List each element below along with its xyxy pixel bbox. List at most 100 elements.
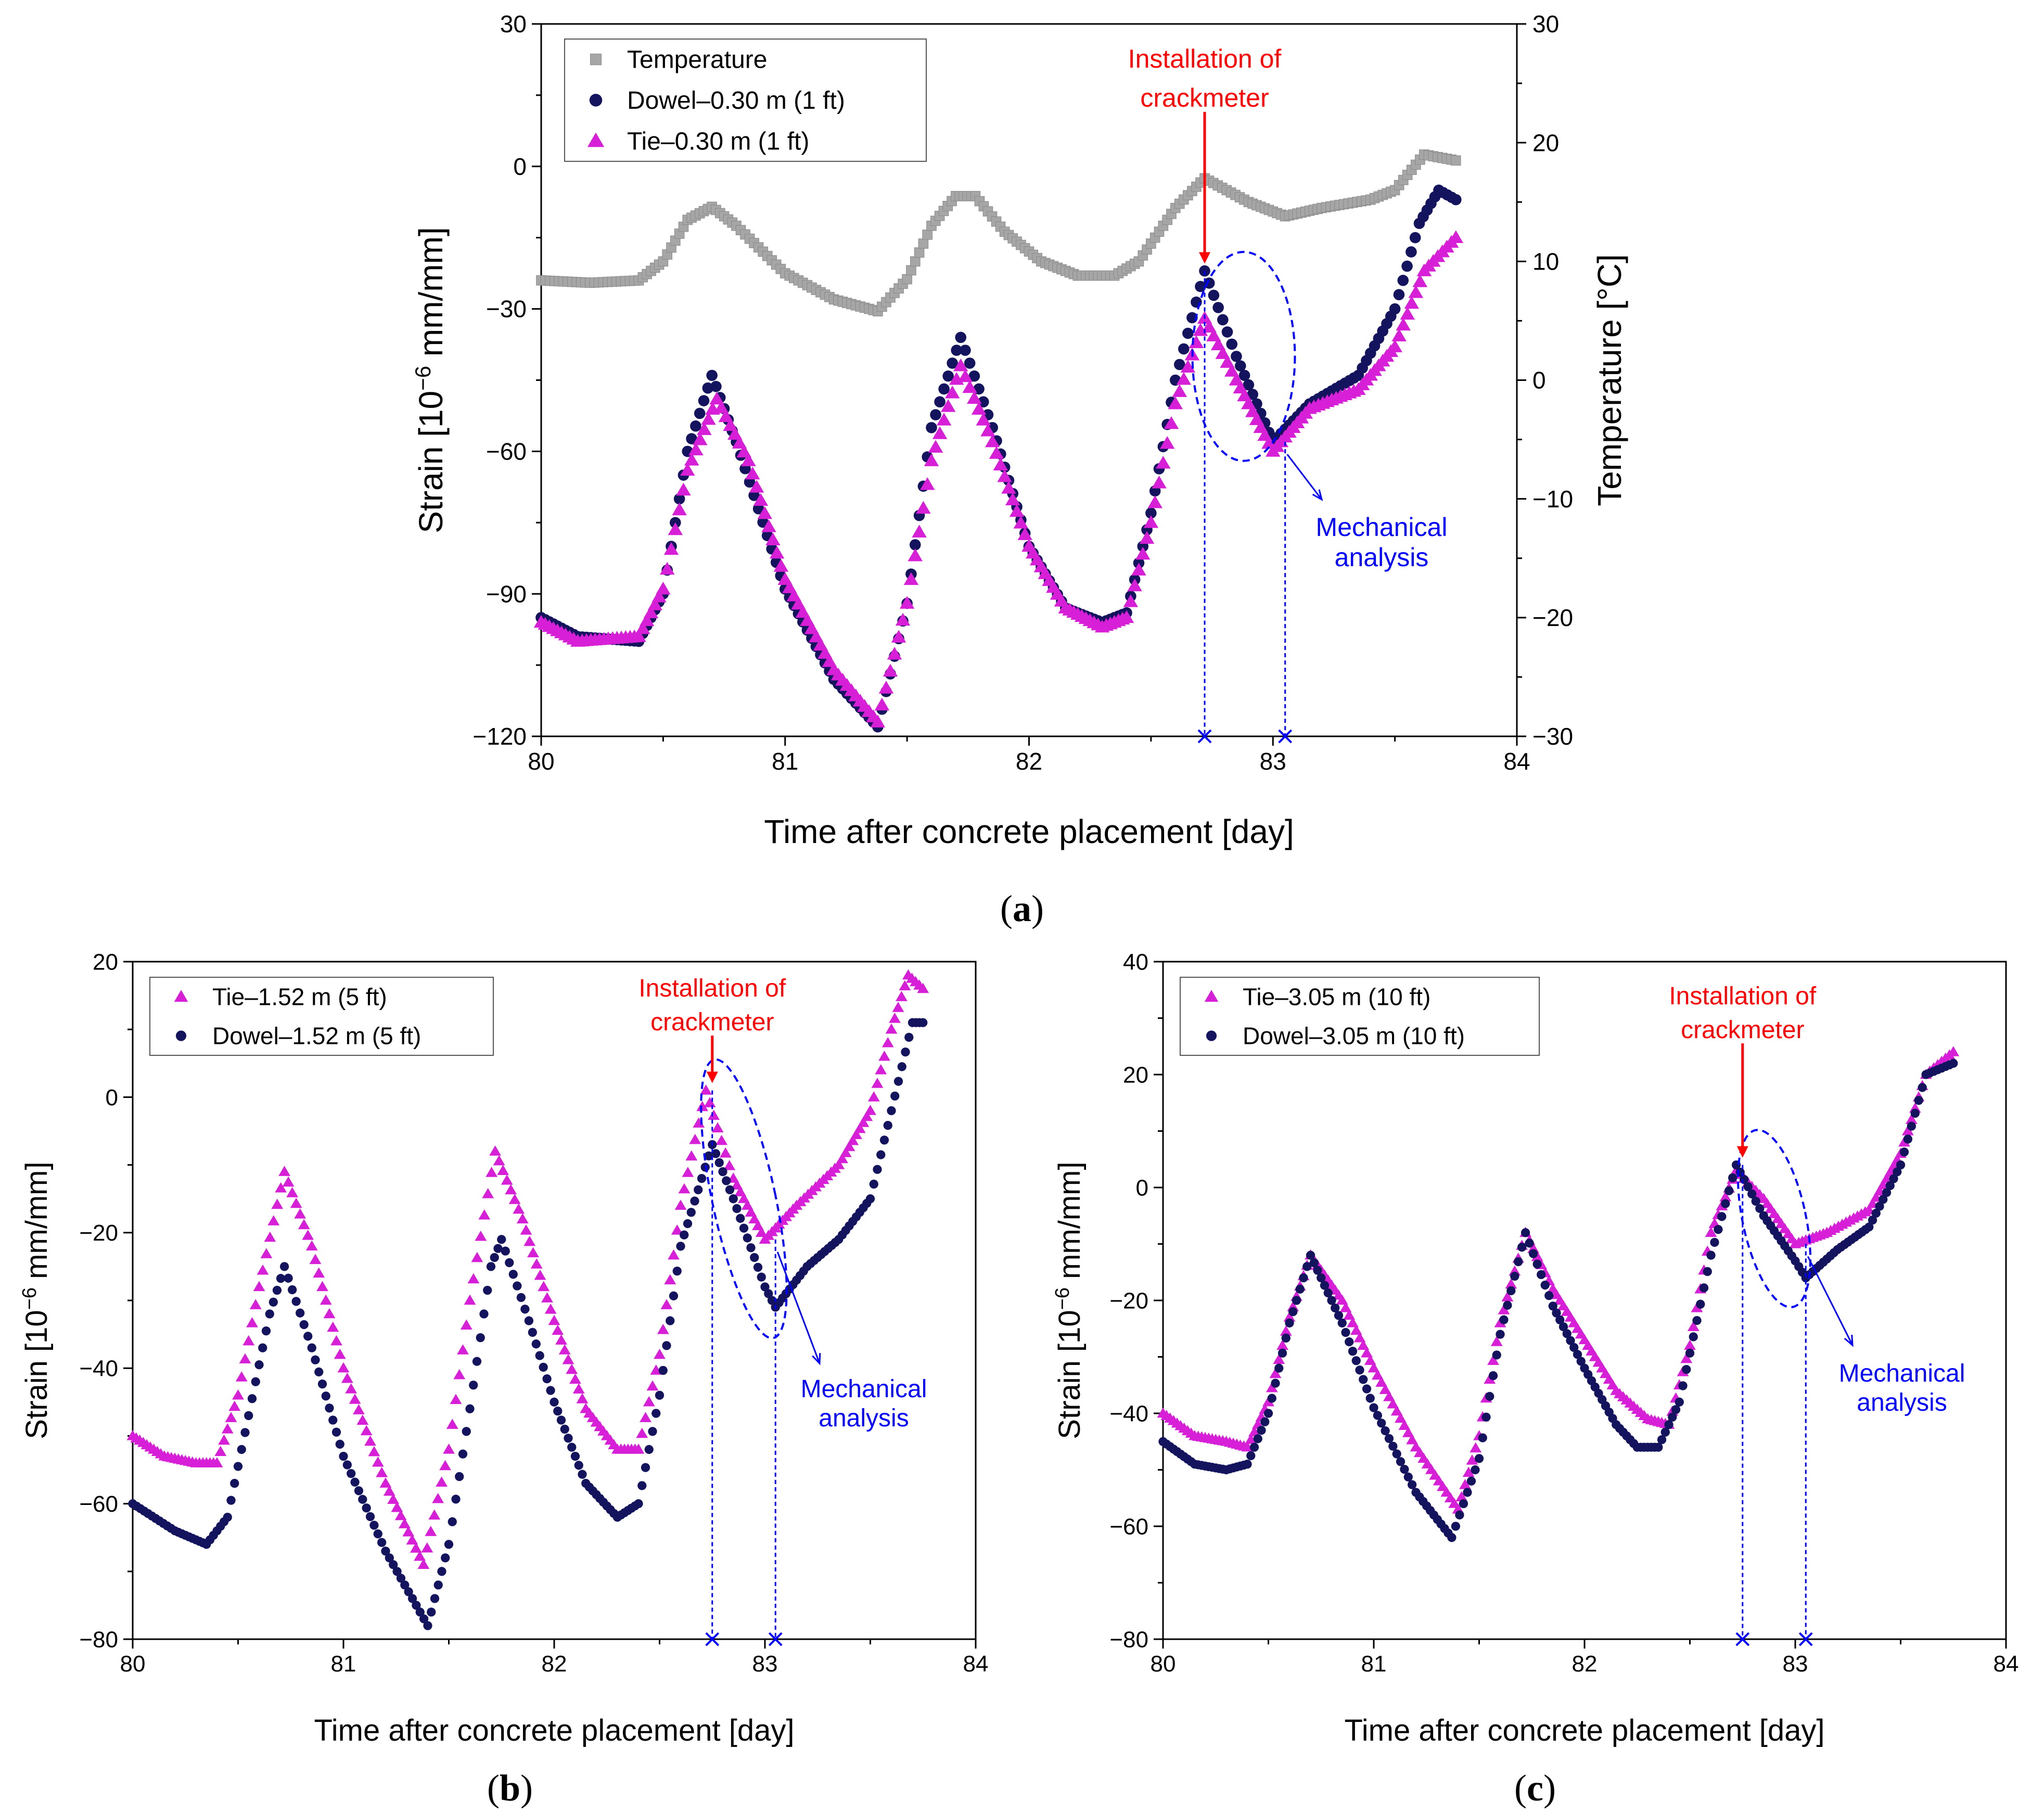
panel-b-triangle-point — [294, 1208, 306, 1219]
panel-c-circle-point — [1313, 1266, 1322, 1275]
panel-b-triangle-point — [313, 1267, 325, 1278]
panel-b-triangle-point — [489, 1145, 501, 1156]
panel-b-triangle-point — [752, 1220, 764, 1230]
panel-b-triangle-point — [305, 1240, 318, 1251]
panel-c-circle-point — [1903, 1134, 1913, 1144]
panel-c-triangle-point — [1406, 1434, 1419, 1445]
panel-b-circle-point — [711, 1149, 721, 1158]
panel-b-triangle-point — [214, 1446, 227, 1456]
panel-a-triangle-point — [651, 590, 667, 603]
panel-b-triangle-point — [414, 1550, 426, 1561]
panel-b-circle-point — [483, 1285, 492, 1295]
panel-c-y-tick-label: −80 — [1109, 1627, 1148, 1652]
panel-c-circle-point — [1699, 1283, 1709, 1293]
panel-b-triangle-point — [221, 1423, 234, 1434]
panel-b-triangle-point — [257, 1264, 269, 1275]
panel-b-triangle-point — [668, 1249, 680, 1260]
panel-c-circle-point — [1345, 1337, 1354, 1347]
panel-b-circle-point — [377, 1538, 387, 1547]
panel-a-triangle-point — [1001, 481, 1016, 494]
panel-c-circle-point — [1696, 1299, 1705, 1309]
panel-b-legend-triangle-icon — [174, 990, 188, 1002]
panel-b-circle-point — [686, 1208, 696, 1217]
panel-b-triangle-point — [478, 1209, 491, 1220]
panel-c-circle-point — [1281, 1333, 1291, 1343]
panel-b-triangle-point — [682, 1167, 694, 1177]
panel-a-triangle-point — [989, 446, 1004, 459]
panel-c-triangle-point — [1705, 1227, 1717, 1237]
panel-b-triangle-point — [334, 1348, 346, 1359]
panel-a-circle-point — [938, 383, 950, 395]
panel-c-circle-point — [1496, 1330, 1505, 1339]
panel-b-triangle-point — [508, 1194, 521, 1204]
panel-a-triangle-point — [765, 532, 781, 546]
panel-b-triangle-point — [278, 1166, 290, 1176]
panel-b-triangle-point — [693, 1117, 705, 1128]
panel-c-circle-point — [1506, 1286, 1516, 1296]
panel-c-triangle-point — [1379, 1384, 1391, 1394]
panel-b-triangle-point — [457, 1344, 469, 1355]
panel-b-circle-point — [415, 1607, 425, 1617]
panel-a-triangle-point — [928, 440, 943, 453]
panel-c-triangle-point — [1266, 1382, 1278, 1393]
panel-a-triangle-point — [631, 629, 646, 642]
panel-c-circle-point — [1755, 1204, 1765, 1213]
panel-c-triangle-point — [1336, 1294, 1348, 1305]
panel-b-triangle-point — [353, 1404, 365, 1414]
panel-b-circle-point — [662, 1341, 671, 1350]
panel-c-legend-label: Tie–3.05 m (10 ft) — [1243, 983, 1430, 1010]
panel-b-triangle-point — [839, 1147, 852, 1157]
panel-c-triangle-point — [1498, 1304, 1510, 1314]
panel-c-triangle-point — [1505, 1278, 1517, 1289]
panel-a-triangle-point — [1156, 455, 1171, 469]
panel-b-triangle-point — [439, 1460, 451, 1471]
panel-a-triangle-point — [870, 714, 886, 727]
panel-b-triangle-point — [383, 1485, 395, 1496]
panel-b-circle-point — [269, 1297, 278, 1307]
panel-b-circle-point — [648, 1427, 657, 1436]
panel-c-circle-point — [1355, 1365, 1364, 1375]
panel-b-circle-point — [658, 1365, 668, 1375]
panel-b-triangle-point — [320, 1294, 332, 1305]
panel-c-circle-point — [1474, 1454, 1484, 1463]
panel-c-circle-point — [1558, 1322, 1568, 1332]
panel-b-chart: 80 81 82 83 84 −80 −60 −40 −20 0 20 Installation o… — [19, 949, 988, 1747]
panel-a-y-tick-label: −90 — [486, 580, 527, 607]
panel-c-circle-point — [1369, 1403, 1378, 1412]
panel-c-triangle-point — [1364, 1355, 1376, 1365]
panel-b-triangle-point — [696, 1101, 709, 1112]
panel-b-circle-point — [392, 1567, 402, 1576]
panel-b-triangle-point — [239, 1353, 251, 1364]
panel-a-triangle-point — [1189, 335, 1204, 349]
panel-c-triangle-point — [1387, 1398, 1399, 1409]
panel-b-triangle-point — [896, 991, 908, 1001]
panel-a-triangle-point — [718, 409, 734, 423]
panel-b-circle-point — [261, 1326, 271, 1336]
panel-b-triangle-point — [436, 1476, 448, 1487]
panel-b-triangle-point — [242, 1335, 255, 1346]
panel-b-triangle-point — [843, 1141, 855, 1152]
panel-b-triangle-point — [394, 1510, 407, 1521]
panel-c-axes: 80 81 82 83 84 −80 −60 −40 −20 0 20 40 — [1109, 949, 2019, 1677]
panel-c-circle-point — [1471, 1465, 1480, 1475]
panel-b-y-tick-label: −20 — [79, 1220, 118, 1246]
panel-b-circle-point — [760, 1282, 770, 1292]
panel-c-circle-point — [1751, 1196, 1760, 1206]
panel-c-legend-box — [1180, 977, 1540, 1056]
panel-b-legend-circle-icon — [175, 1030, 187, 1041]
panel-a-triangle-point — [912, 525, 927, 538]
panel-c-caption: (c) — [1514, 1767, 1556, 1809]
panel-b-circle-point — [574, 1461, 583, 1470]
panel-a-triangle-point — [895, 612, 911, 626]
panel-b-triangle-point — [356, 1414, 369, 1425]
panel-a-circle-point — [1243, 379, 1255, 391]
panel-b-triangle-point — [443, 1444, 455, 1454]
panel-b-circle-point — [655, 1390, 665, 1400]
panel-b-triangle-point — [748, 1213, 761, 1223]
panel-a-circle-point — [1191, 296, 1202, 308]
panel-a-triangle-point — [757, 506, 772, 519]
panel-b-circle-point — [365, 1512, 375, 1522]
panel-a-square-point — [922, 229, 932, 240]
panel-a-x-axis-label: Time after concrete placement [day] — [764, 813, 1294, 850]
panel-b-triangle-point — [482, 1188, 494, 1198]
